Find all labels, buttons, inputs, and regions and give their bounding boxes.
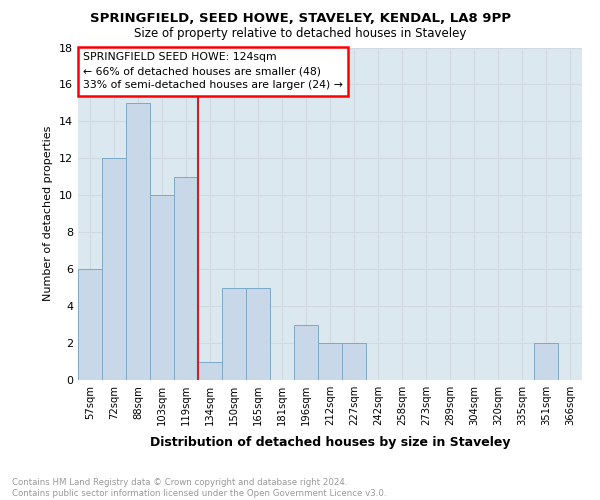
Bar — [102, 158, 126, 380]
Text: SPRINGFIELD SEED HOWE: 124sqm
← 66% of detached houses are smaller (48)
33% of s: SPRINGFIELD SEED HOWE: 124sqm ← 66% of d… — [83, 52, 343, 90]
Text: SPRINGFIELD, SEED HOWE, STAVELEY, KENDAL, LA8 9PP: SPRINGFIELD, SEED HOWE, STAVELEY, KENDAL… — [89, 12, 511, 26]
Bar — [198, 362, 222, 380]
Bar — [294, 324, 318, 380]
X-axis label: Distribution of detached houses by size in Staveley: Distribution of detached houses by size … — [150, 436, 510, 450]
Text: Contains HM Land Registry data © Crown copyright and database right 2024.
Contai: Contains HM Land Registry data © Crown c… — [12, 478, 386, 498]
Bar — [342, 343, 366, 380]
Bar — [318, 343, 342, 380]
Bar — [174, 177, 198, 380]
Text: Size of property relative to detached houses in Staveley: Size of property relative to detached ho… — [134, 28, 466, 40]
Bar — [126, 103, 150, 380]
Bar — [150, 196, 174, 380]
Bar — [534, 343, 558, 380]
Y-axis label: Number of detached properties: Number of detached properties — [43, 126, 53, 302]
Bar — [222, 288, 246, 380]
Bar — [246, 288, 270, 380]
Bar — [78, 269, 102, 380]
